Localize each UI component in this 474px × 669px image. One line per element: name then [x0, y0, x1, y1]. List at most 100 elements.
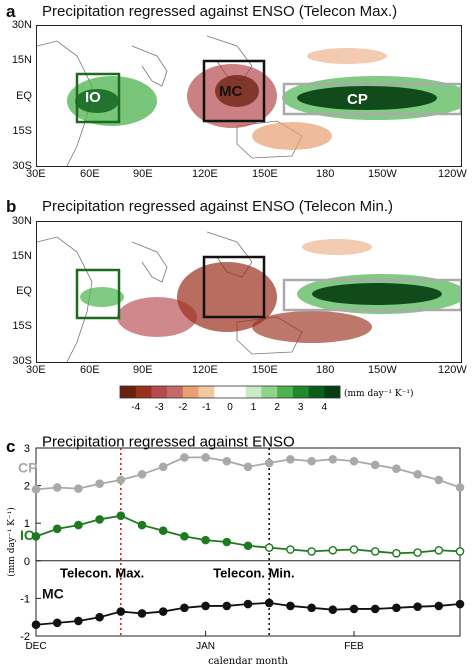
panel-a-lat-tick: 15S: [12, 125, 32, 137]
anomaly-cp-core: [312, 283, 442, 305]
panel-a-lon-tick: 60E: [80, 168, 100, 180]
data-point-io: [222, 537, 232, 547]
data-point-mc: [52, 618, 62, 628]
coastline-australia: [236, 120, 303, 159]
io-box: [75, 268, 121, 320]
panel-b-lat-tick: EQ: [16, 285, 32, 297]
data-point-io: [434, 545, 444, 555]
anomaly-spcz-dry: [252, 311, 372, 343]
data-point-mc: [116, 607, 126, 616]
line-chart: c Precipitation regressed against ENSO -2 -…: [6, 436, 465, 667]
data-point-cp: [434, 475, 444, 485]
data-point-io: [31, 532, 41, 541]
data-point-cp: [370, 460, 380, 470]
colorbar-tick-label: 0: [227, 402, 233, 413]
colorbar-swatch: [214, 386, 231, 398]
anomaly-io-core: [75, 89, 119, 113]
data-point-io: [455, 547, 465, 556]
anomaly-north-dry: [302, 239, 372, 255]
data-point-io: [201, 535, 210, 545]
colorbar-swatch: [261, 386, 278, 398]
colorbar-tick-label: 2: [274, 402, 280, 413]
panel-b-lon-tick: 60E: [80, 364, 100, 376]
data-point-mc: [413, 602, 422, 611]
data-point-io: [180, 532, 189, 541]
series-label-mc: MC: [42, 585, 64, 601]
anomaly-io-wet: [80, 287, 124, 307]
reference-vline-label: Telecon. Min.: [213, 566, 294, 581]
colorbar-tick-label: -3: [155, 402, 164, 413]
colorbar-swatch: [324, 386, 341, 398]
colorbar: -4 -3 -2 -1 0 1 2 3 4 (mm day⁻¹ K⁻¹): [119, 385, 413, 413]
data-point-mc: [201, 601, 210, 611]
data-point-io: [413, 548, 422, 557]
anomaly-io-dry: [117, 297, 197, 337]
data-point-mc: [158, 607, 168, 616]
data-point-io: [158, 526, 168, 536]
data-point-cp: [52, 483, 62, 492]
data-point-cp: [264, 458, 274, 468]
data-point-cp: [158, 462, 168, 472]
data-point-io: [392, 548, 401, 558]
data-point-mc: [455, 599, 465, 609]
panel-b-title: Precipitation regressed against ENSO (Te…: [42, 198, 393, 215]
data-point-io: [328, 545, 338, 555]
data-point-cp: [349, 456, 359, 466]
data-point-mc: [434, 601, 444, 611]
data-point-mc: [95, 612, 104, 622]
y-tick-label: 3: [24, 443, 30, 455]
reference-vline-label: Telecon. Max.: [60, 566, 144, 581]
colorbar-swatch: [151, 386, 168, 398]
colorbar-outline: [119, 385, 341, 399]
data-point-cp: [180, 453, 189, 462]
data-point-mc: [243, 599, 253, 609]
coastline-india: [131, 45, 168, 87]
colorbar-swatch: [277, 386, 294, 398]
data-point-mc: [31, 620, 41, 630]
mc-box: [202, 255, 266, 319]
data-point-io: [286, 545, 295, 554]
panel-b-lat-tick: 15N: [11, 250, 32, 262]
colorbar-swatch: [167, 386, 184, 398]
data-point-mc: [74, 616, 83, 626]
data-point-cp: [116, 475, 126, 485]
panel-a-lon-tick: 90E: [133, 168, 153, 180]
panel-b-lon-tick: 90E: [133, 364, 153, 376]
series-label-io: IO: [20, 527, 35, 543]
panel-b-letter: b: [6, 197, 17, 216]
panel-a-map: IO MC CP: [36, 25, 462, 167]
panel-a-lon-tick: 150W: [368, 168, 397, 180]
data-point-mc: [264, 598, 274, 608]
panel-a-lon-tick: 120W: [438, 168, 467, 180]
y-tick-label: -1: [20, 593, 30, 605]
data-point-mc: [392, 603, 401, 613]
panel-a-lat-tick: EQ: [16, 90, 32, 102]
panel-b-lon-tick: 180: [316, 364, 335, 376]
data-point-mc: [137, 609, 147, 618]
panel-b-lat-tick: 15S: [12, 320, 32, 332]
colorbar-tick-label: -1: [202, 402, 211, 413]
panel-a-lat-tick: 30S: [12, 160, 32, 172]
anomaly-mc-core: [215, 75, 259, 107]
panel-a-lat-tick: 15N: [11, 54, 32, 66]
data-point-cp: [413, 470, 422, 479]
colorbar-tick-label: 4: [322, 402, 328, 413]
colorbar-swatch: [308, 386, 325, 398]
panel-b-lat-tick: 30S: [12, 355, 32, 367]
data-point-cp: [307, 456, 316, 466]
colorbar-swatch: [135, 386, 152, 398]
data-point-cp: [222, 456, 232, 466]
data-point-io: [243, 541, 253, 551]
panel-a-lon-tick: 120E: [192, 168, 218, 180]
data-point-io: [95, 515, 104, 524]
data-point-io: [349, 545, 359, 554]
anomaly-mc-dry: [177, 262, 277, 332]
panel-b-lon-tick: 150W: [368, 364, 397, 376]
colorbar-swatch: [182, 386, 199, 398]
data-point-mc: [222, 601, 232, 611]
colorbar-swatch: [198, 386, 215, 398]
y-axis-label: (mm day⁻¹ K⁻¹): [6, 507, 17, 576]
coastline-africa: [37, 236, 93, 362]
anomaly-spcz-dry: [252, 122, 332, 150]
panel-b-lon-tick: 150E: [252, 364, 278, 376]
